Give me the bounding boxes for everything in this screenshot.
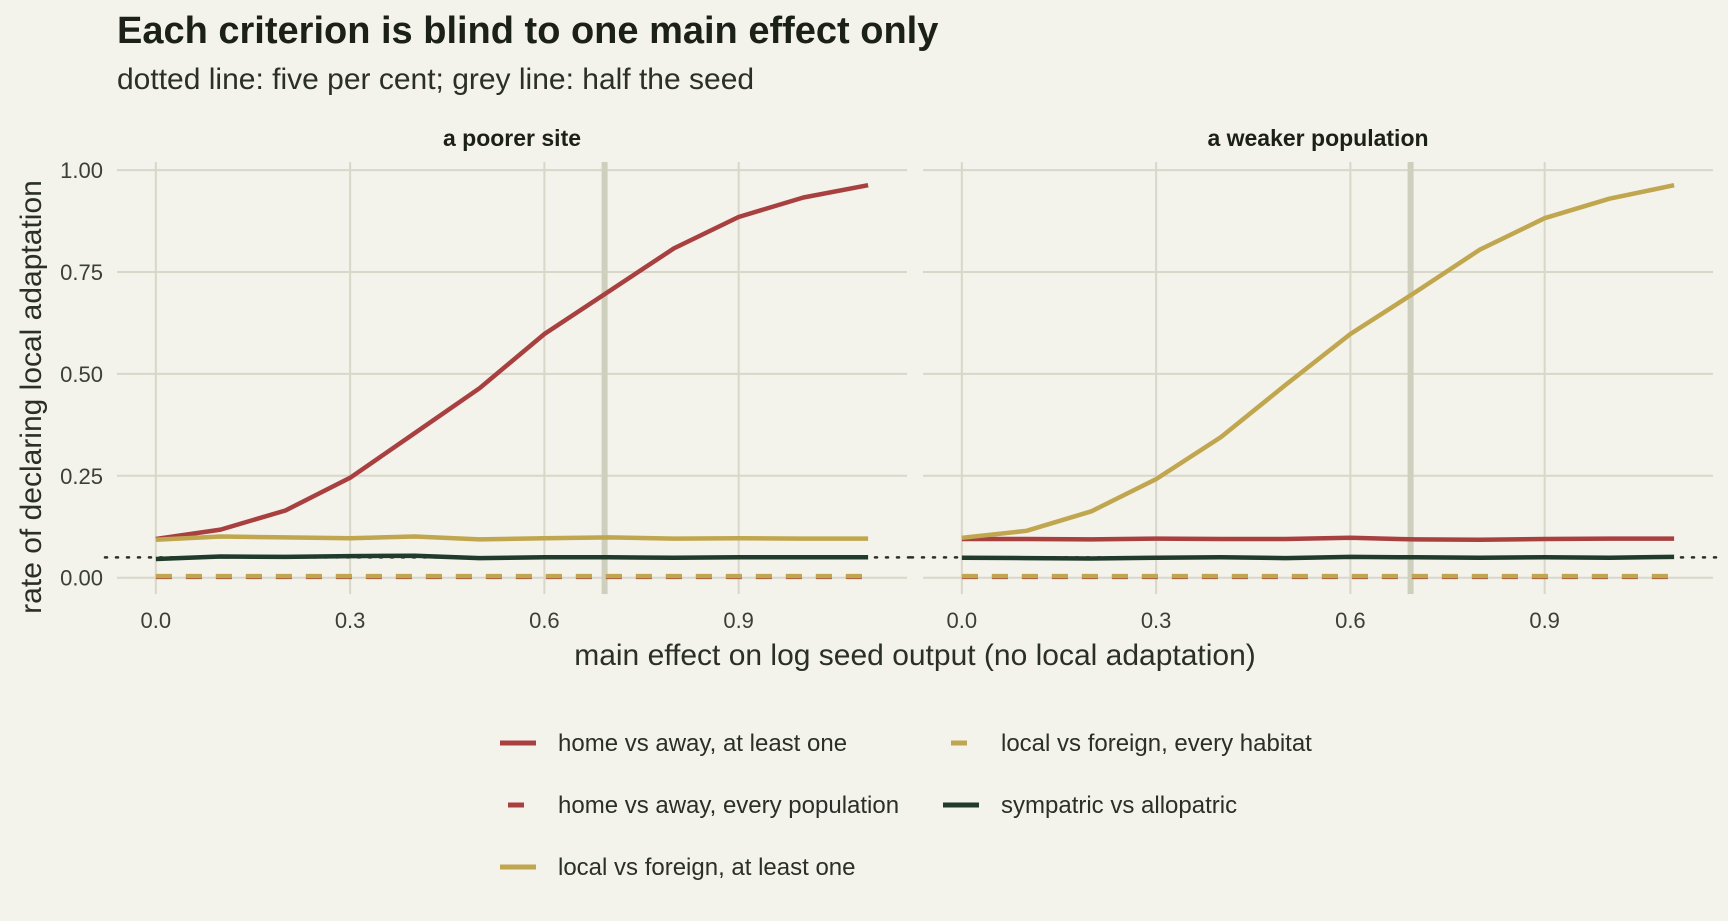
x-axis-title: main effect on log seed output (no local… xyxy=(574,639,1256,672)
panel-title: a weaker population xyxy=(1207,125,1428,151)
legend-item: home vs away, at least one xyxy=(500,730,847,757)
legend-label: local vs foreign, every habitat xyxy=(1001,730,1312,757)
y-tick-label: 0.00 xyxy=(60,566,103,591)
series-line-local-any xyxy=(155,534,869,543)
series-line-sym-allo xyxy=(961,554,1675,561)
series-line-sym-allo xyxy=(155,553,869,562)
series-line-home-any xyxy=(155,182,869,542)
y-axis-title: rate of declaring local adaptation xyxy=(15,180,48,614)
x-tick-label: 0.6 xyxy=(1335,608,1366,633)
legend-item: home vs away, every population xyxy=(508,792,899,819)
x-tick-label: 0.3 xyxy=(1141,608,1172,633)
x-tick-label: 0.9 xyxy=(723,608,754,633)
x-tick-label: 0.6 xyxy=(529,608,560,633)
legend-label: sympatric vs allopatric xyxy=(1001,792,1237,819)
legend: home vs away, at least one home vs away, … xyxy=(500,730,1312,881)
x-tick-label: 0.9 xyxy=(1529,608,1560,633)
y-tick-label: 0.25 xyxy=(60,464,103,489)
panel-2: a weaker population 0.0 0.3 0.6 0.9 xyxy=(909,125,1719,633)
chart-title: Each criterion is blind to one main effe… xyxy=(117,10,938,52)
series-line-home-any xyxy=(961,535,1675,543)
x-tick-label: 0.0 xyxy=(947,608,978,633)
legend-item: local vs foreign, every habitat xyxy=(951,730,1312,757)
x-tick-label: 0.3 xyxy=(335,608,366,633)
panels: a poorer site 0.00 0.25 0.50 0.75 1.00 0.0 0.3 0… xyxy=(60,125,1719,633)
y-tick-label: 0.75 xyxy=(60,260,103,285)
chart-subtitle: dotted line: five per cent; grey line: h… xyxy=(117,63,754,96)
series-line-local-any xyxy=(961,182,1675,541)
y-tick-label: 1.00 xyxy=(60,158,103,183)
legend-item: local vs foreign, at least one xyxy=(500,854,856,881)
legend-label: home vs away, at least one xyxy=(558,730,847,757)
panel-title: a poorer site xyxy=(443,125,581,151)
panel-1: a poorer site 0.00 0.25 0.50 0.75 1.00 0.0 0.3 0… xyxy=(60,125,913,633)
y-tick-label: 0.50 xyxy=(60,362,103,387)
x-tick-label: 0.0 xyxy=(141,608,172,633)
legend-label: home vs away, every population xyxy=(558,792,899,819)
legend-item: sympatric vs allopatric xyxy=(943,792,1237,819)
legend-label: local vs foreign, at least one xyxy=(558,854,856,881)
